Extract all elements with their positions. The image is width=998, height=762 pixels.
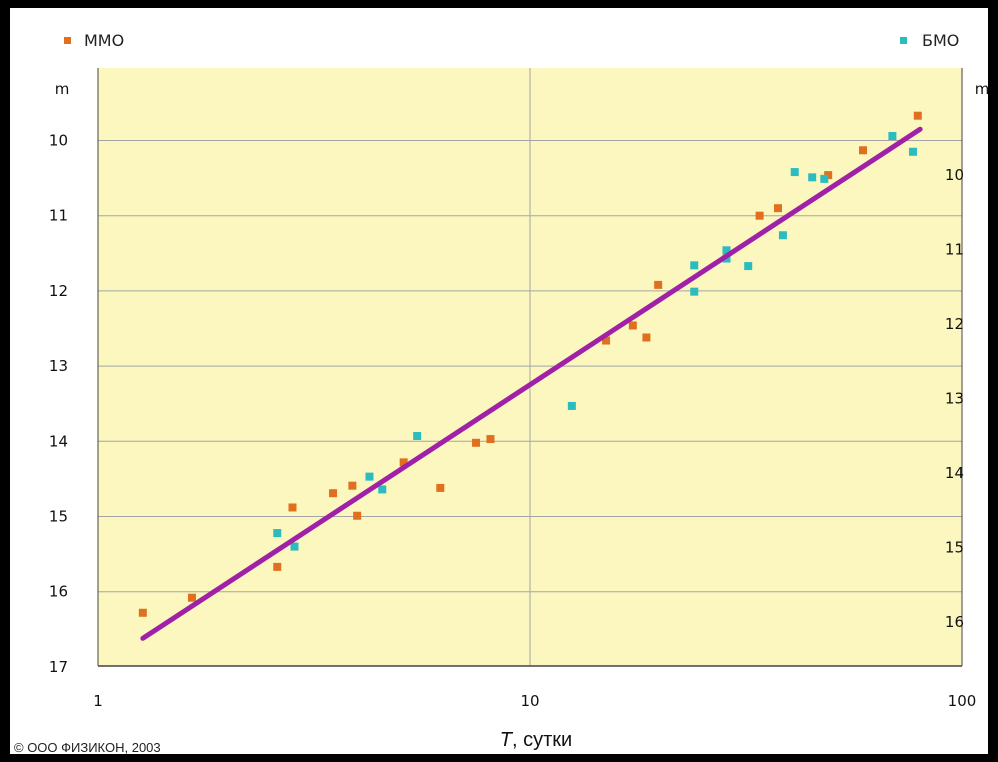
x-axis-label: T, сутки [500,729,572,751]
point-mmo [138,608,147,617]
point-bmo [888,131,897,140]
point-bmo [722,246,731,255]
point-bmo [413,432,422,441]
point-bmo [290,542,299,551]
point-mmo [913,111,922,120]
point-bmo [690,261,699,270]
point-mmo [654,280,663,289]
point-bmo [567,401,576,410]
x-tick-label: 100 [948,692,977,710]
y-left-tick-label: 16 [49,583,68,601]
y-right-tick-label: 14 [945,464,964,482]
y-left-tick-label: 13 [49,357,68,375]
point-mmo [399,458,408,467]
point-mmo [642,333,651,342]
point-bmo [365,472,374,481]
y-left-tick-label: 14 [49,432,68,450]
point-mmo [187,593,196,602]
copyright-text: © ООО ФИЗИКОН, 2003 [14,740,161,755]
point-bmo [273,529,282,538]
point-bmo [378,485,387,494]
point-mmo [472,438,481,447]
point-mmo [348,481,357,490]
y-right-tick-label: 15 [945,539,964,557]
y-left-tick-label: 10 [49,132,68,150]
y-left-tick-label: 11 [49,207,68,225]
point-mmo [353,511,362,520]
y-right-tick-label: 10 [945,166,964,184]
point-bmo [744,262,753,271]
point-bmo [790,168,799,177]
y-right-tick-label: 11 [945,241,964,259]
x-tick-label: 1 [93,692,103,710]
legend-marker-mmo [64,37,71,44]
x-tick-label: 10 [520,692,539,710]
point-mmo [288,503,297,512]
point-bmo [908,147,917,156]
y-left-unit: m [55,80,70,98]
point-mmo [436,483,445,492]
x-axis-label-unit: , сутки [512,729,572,751]
point-bmo [820,174,829,183]
x-axis-label-symbol: T [500,729,514,751]
point-mmo [628,321,637,330]
point-bmo [778,231,787,240]
legend-marker-bmo [900,37,907,44]
point-mmo [273,562,282,571]
y-left-tick-label: 12 [49,282,68,300]
fit-line [140,126,923,641]
legend-label-mmo: ММО [84,31,124,50]
legend-label-bmo: БМО [922,31,959,50]
y-right-unit: m [975,80,990,98]
y-right-tick-label: 13 [945,390,964,408]
point-mmo [755,211,764,220]
y-left-tick-label: 15 [49,508,68,526]
point-bmo [690,287,699,296]
point-mmo [859,146,868,155]
point-bmo [808,173,817,182]
point-mmo [486,435,495,444]
point-mmo [329,489,338,498]
y-left-tick-label: 17 [49,658,68,676]
point-mmo [773,204,782,213]
y-right-tick-label: 16 [945,613,964,631]
y-right-tick-label: 12 [945,315,964,333]
point-mmo [602,336,611,345]
